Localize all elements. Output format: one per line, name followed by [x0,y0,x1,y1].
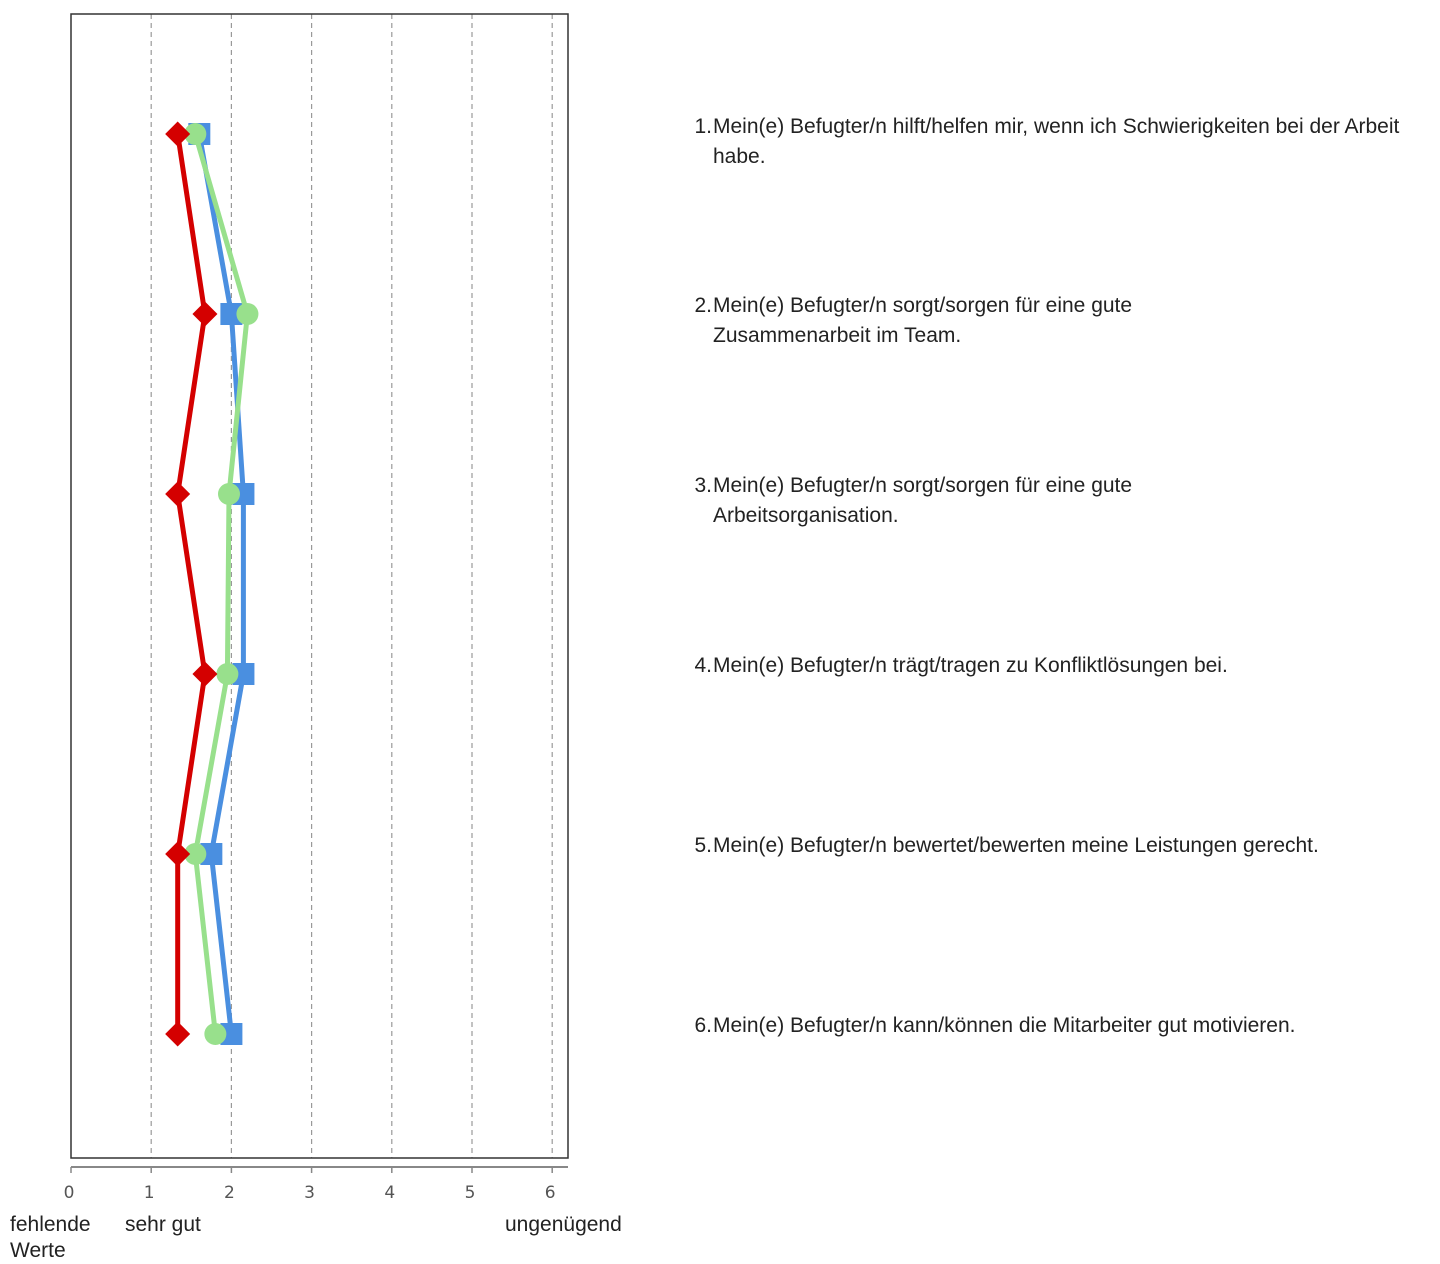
statement-text: Mein(e) Befugter/n kann/können die Mitar… [713,1014,1296,1037]
diamond-marker [192,301,218,327]
statement-number: 1. [694,115,712,138]
statement-text: Mein(e) Befugter/n hilft/helfen mir, wen… [713,115,1400,168]
statement-text: Mein(e) Befugter/n sorgt/sorgen für eine… [713,294,1133,347]
missing-values-label: fehlende Werte [10,1212,91,1264]
square-marker [220,1023,243,1045]
square-marker [200,843,223,865]
square-marker [220,303,243,325]
grid-lines [150,14,553,1158]
statement-item: 5. Mein(e) Befugter/n bewertet/bewerten … [676,831,1436,861]
statement-item: 1. Mein(e) Befugter/n hilft/helfen mir, … [676,112,1436,172]
series-group [165,121,259,1047]
statement-text: Mein(e) Befugter/n trägt/tragen zu Konfl… [713,654,1228,677]
x-axis: 0 1 2 3 4 5 6 [64,1166,568,1203]
x-tick-label: 2 [224,1183,235,1203]
square-marker [232,663,255,685]
statement-number: 3. [694,474,712,497]
x-tick-label: 5 [465,1183,476,1203]
very-good-label: sehr gut [125,1213,201,1236]
plot-frame [70,13,569,1159]
x-tick-label: 3 [304,1183,315,1203]
series-line [192,133,250,1035]
diamond-marker [165,841,191,867]
x-tick-label: 4 [384,1183,395,1203]
statement-number: 4. [694,654,712,677]
statement-text: Mein(e) Befugter/n sorgt/sorgen für eine… [713,474,1133,527]
statement-item: 2. Mein(e) Befugter/n sorgt/sorgen für e… [676,291,1436,351]
diamond-marker [165,481,191,507]
diamond-marker [192,661,218,687]
circle-marker [236,303,259,325]
circle-marker [204,1023,227,1045]
circle-marker [184,843,207,865]
series-line [196,133,246,1035]
x-tick-label: 1 [144,1183,155,1203]
statement-number: 6. [694,1014,712,1037]
circle-marker [217,483,240,505]
circle-marker [216,663,239,685]
statement-item: 3. Mein(e) Befugter/n sorgt/sorgen für e… [676,471,1436,531]
statement-number: 2. [694,294,712,317]
circle-marker [184,123,207,145]
statement-text: Mein(e) Befugter/n bewertet/bewerten mei… [713,834,1319,857]
statement-item: 4. Mein(e) Befugter/n trägt/tragen zu Ko… [676,651,1436,681]
diamond-marker [165,121,191,147]
statement-number: 5. [694,834,712,857]
insufficient-label: ungenügend [505,1213,622,1236]
x-tick-label: 6 [545,1183,556,1203]
x-tick-label: 0 [64,1183,75,1203]
missing-values-line1: fehlende [10,1213,91,1236]
series-line [175,133,208,1034]
statement-item: 6. Mein(e) Befugter/n kann/können die Mi… [676,1011,1436,1041]
diamond-marker [165,1021,191,1047]
missing-values-line2: Werte [10,1239,66,1262]
